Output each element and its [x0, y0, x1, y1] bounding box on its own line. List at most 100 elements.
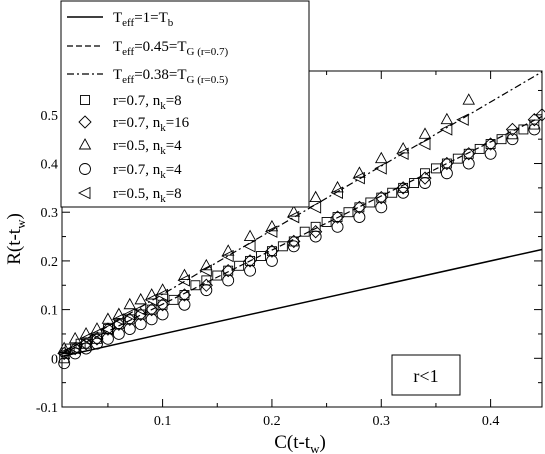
annotation-box: r<1	[391, 354, 461, 396]
point-s1-23	[462, 147, 476, 161]
y-tick-label: 0.4	[41, 158, 59, 173]
point-s4-19	[374, 162, 387, 175]
point-s3-11	[200, 284, 213, 297]
point-s2-3	[90, 322, 104, 334]
point-s1-7	[134, 307, 148, 322]
y-tick-label: 0.5	[41, 109, 59, 124]
point-s3-14	[265, 254, 278, 267]
legend: Teff=1=Tb Teff=0.45=TG (r=0.7) Teff=0.38…	[60, 0, 310, 208]
point-s3-17	[331, 220, 344, 233]
point-s4-0	[57, 347, 70, 360]
point-s4-2	[79, 332, 92, 346]
point-s4-11	[199, 264, 212, 277]
point-s4-9	[155, 288, 169, 302]
point-s2-22	[440, 112, 454, 125]
point-s4-12	[221, 249, 234, 263]
point-s4-8	[144, 293, 158, 307]
point-s4-15	[286, 210, 300, 224]
point-s4-16	[308, 201, 322, 214]
point-s1-12	[221, 264, 235, 278]
point-s1-17	[330, 210, 345, 224]
x-tick-label: 0.1	[154, 414, 172, 429]
point-s3-24	[484, 147, 497, 160]
point-s2-16	[309, 190, 322, 203]
y-tick-label: 0.2	[41, 255, 59, 270]
point-s3-7	[134, 318, 147, 331]
legend-marker-3	[80, 95, 90, 105]
point-s2-12	[221, 244, 235, 256]
y-axis-label: R(t-tw)	[4, 213, 28, 265]
point-s3-8	[145, 313, 158, 326]
point-s2-2	[79, 327, 93, 339]
point-s0-26	[321, 217, 332, 227]
point-s0-43	[507, 129, 518, 140]
point-s3-6	[123, 323, 136, 336]
point-s2-7	[134, 292, 147, 305]
point-s2-5	[112, 307, 126, 319]
point-s2-8	[145, 288, 158, 300]
point-s3-21	[419, 177, 431, 189]
point-s4-17	[330, 186, 343, 199]
point-s2-19	[375, 151, 388, 164]
point-s3-26	[528, 123, 541, 136]
point-s2-11	[200, 258, 213, 271]
point-s1-1	[68, 341, 82, 356]
point-s3-15	[287, 240, 300, 253]
point-s0-36	[430, 163, 441, 174]
point-s1-11	[199, 278, 213, 292]
point-s1-8	[145, 302, 159, 317]
point-s1-20	[396, 181, 410, 195]
point-s1-15	[287, 234, 301, 249]
legend-label-1: Teff=0.45=TG (r=0.7)	[113, 39, 229, 58]
point-s0-34	[409, 178, 420, 188]
point-s4-18	[352, 171, 365, 185]
point-s0-33	[398, 182, 409, 193]
point-s4-7	[133, 303, 147, 316]
point-s1-19	[374, 190, 388, 205]
point-s0-40	[474, 143, 485, 154]
point-s3-16	[309, 230, 322, 243]
point-s4-13	[243, 240, 256, 253]
point-s1-4	[101, 322, 115, 336]
point-s1-5	[112, 317, 126, 331]
point-s3-0	[58, 357, 71, 370]
point-s2-13	[243, 229, 257, 242]
point-s1-22	[440, 156, 454, 171]
point-s4-4	[100, 322, 114, 336]
point-s4-22	[439, 123, 453, 136]
point-s4-23	[456, 113, 469, 126]
point-s4-5	[111, 313, 125, 326]
point-s2-0	[57, 341, 71, 354]
point-s2-18	[353, 166, 366, 178]
point-s2-4	[101, 312, 115, 324]
point-s1-18	[352, 200, 367, 214]
point-s1-2	[79, 337, 93, 351]
point-s2-20	[396, 141, 410, 154]
x-tick-label: 0.3	[373, 414, 391, 429]
point-s0-18	[234, 260, 245, 271]
point-s1-0	[57, 346, 71, 361]
y-tick-label: 0	[51, 352, 58, 367]
x-axis-label: C(t-tw)	[274, 432, 326, 454]
point-s3-20	[397, 186, 410, 199]
point-s0-20	[256, 251, 266, 261]
x-tick-label: 0.2	[263, 414, 281, 429]
point-s0-12	[168, 294, 179, 305]
legend-marker-5	[78, 138, 92, 150]
point-s2-14	[265, 219, 279, 232]
legend-marker-4	[78, 115, 92, 129]
point-s1-25	[505, 122, 520, 137]
point-s0-32	[387, 187, 398, 198]
point-s0-28	[343, 207, 354, 218]
legend-label-6: r=0.7, nk=4	[113, 162, 182, 181]
annotation-text: r<1	[413, 366, 438, 386]
point-s4-20	[396, 147, 409, 161]
point-s0-38	[452, 153, 463, 164]
point-s1-10	[177, 288, 192, 302]
point-s3-19	[375, 201, 388, 214]
y-tick-label: 0.1	[41, 304, 59, 319]
y-tick-label: -0.1	[36, 401, 58, 416]
point-s3-23	[462, 157, 475, 170]
point-s1-14	[265, 244, 279, 258]
